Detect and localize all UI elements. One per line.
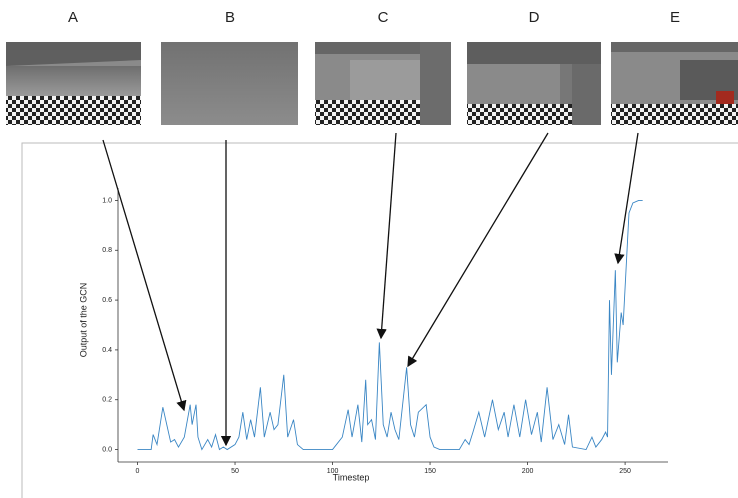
x-tick-label: 50	[231, 468, 239, 475]
arrow	[614, 132, 639, 265]
plot: Timestep Output of the GCN 0.0 0.2 0.4 0.6 0…	[78, 188, 668, 482]
arrow	[407, 132, 549, 368]
arrows	[102, 132, 639, 447]
x-tick-label: 100	[327, 468, 339, 475]
y-tick-label: 0.2	[102, 397, 112, 404]
x-tick-label: 0	[136, 468, 140, 475]
x-tick-label: 250	[619, 468, 631, 475]
y-tick-label: 0.4	[102, 347, 112, 354]
panel-e-image	[611, 42, 738, 125]
panel-label: A	[68, 9, 78, 26]
y-tick-label: 0.8	[102, 247, 112, 254]
x-tick-label: 150	[424, 468, 436, 475]
panel-label: E	[670, 9, 680, 26]
chart-frame	[21, 142, 738, 498]
data-line	[137, 200, 643, 451]
y-axis-label: Output of the GCN	[78, 283, 88, 358]
panel-label: C	[378, 9, 389, 26]
arrow	[102, 139, 187, 412]
panel-label: B	[225, 9, 235, 26]
panel-a-image	[6, 42, 141, 125]
x-tick-label: 200	[522, 468, 534, 475]
panel-d-image	[467, 42, 601, 125]
y-tick-label: 0.6	[102, 297, 112, 304]
arrow	[376, 132, 397, 340]
x-axis-label: Timestep	[333, 472, 370, 482]
panel-c-image	[315, 42, 451, 125]
y-tick-label: 0.0	[102, 446, 112, 453]
panel-b-image	[161, 42, 298, 125]
y-tick-label: 1.0	[102, 197, 112, 204]
panel-label: D	[529, 9, 540, 26]
